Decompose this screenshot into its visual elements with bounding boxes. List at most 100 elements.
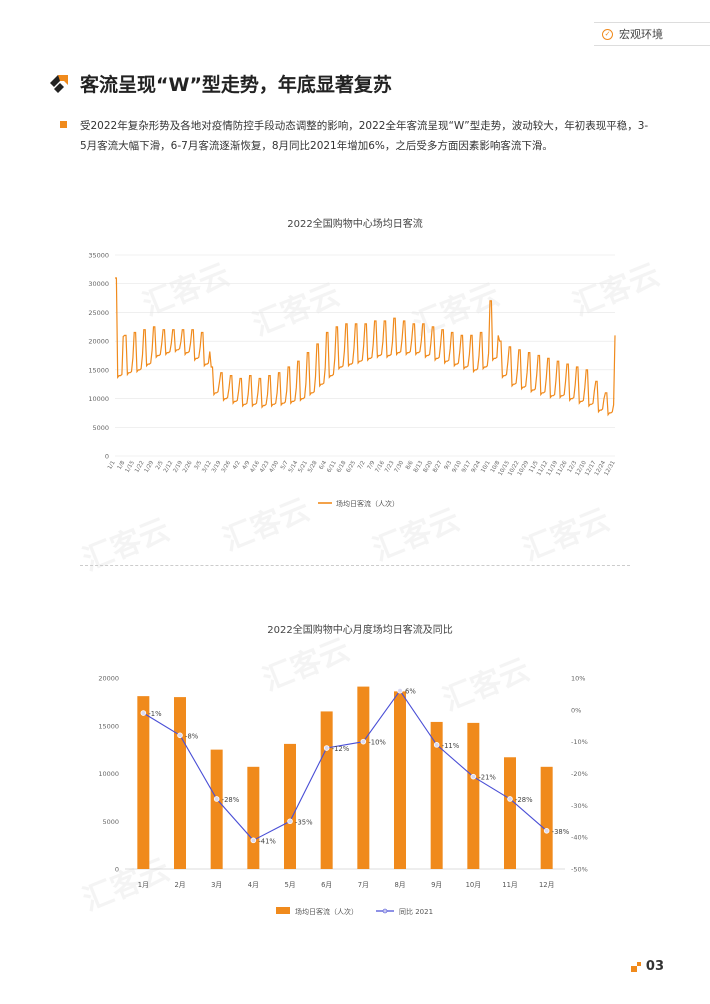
- compass-icon: ✓: [602, 28, 613, 40]
- x-tick-label: 12/3: [567, 460, 579, 474]
- x-tick-label: 7/30: [394, 460, 406, 474]
- x-tick-label: 5月: [284, 881, 295, 889]
- page-number-text: 03: [645, 959, 664, 974]
- x-tick-label: 6/18: [336, 460, 348, 474]
- x-tick-label: 2/19: [173, 460, 185, 474]
- yoy-point: [323, 745, 330, 751]
- y-tick-label: 0: [105, 453, 109, 461]
- yoy-point: [507, 796, 513, 802]
- x-tick-label: 4/23: [259, 460, 271, 474]
- monthly-bar: [247, 766, 260, 869]
- brand-arrow-icon: [50, 74, 68, 93]
- x-tick-label: 9/3: [444, 460, 454, 471]
- x-tick-label: 2/12: [163, 460, 174, 474]
- yoy-point: [213, 796, 220, 802]
- x-tick-label: 9/10: [451, 460, 463, 474]
- x-tick-label: 5/7: [280, 460, 290, 471]
- summary-paragraph: 受2022年复杂形势及各地对疫情防控手段动态调整的影响，2022全年客流呈现“W…: [60, 116, 650, 156]
- x-tick-label: 8/13: [413, 460, 425, 474]
- y-left-tick-label: 5000: [102, 818, 119, 826]
- y-tick-label: 5000: [92, 424, 109, 432]
- y-right-tick-label: 10%: [571, 675, 585, 683]
- x-tick-label: 3/12: [201, 460, 212, 474]
- x-tick-label: 9月: [431, 881, 442, 889]
- y-tick-label: 20000: [88, 338, 109, 346]
- monthly-bar: [174, 697, 186, 869]
- yoy-point: [397, 687, 403, 694]
- x-tick-label: 3/19: [211, 460, 223, 474]
- y-tick-label: 25000: [88, 309, 109, 317]
- y-right-tick-label: -40%: [571, 834, 588, 842]
- x-tick-label: 4/9: [242, 460, 252, 471]
- daily-traffic-line: [115, 277, 616, 417]
- monthly-traffic-chart: 2022全国购物中心月度场均日客流及同比 0 5000 10000 15000 2000…: [98, 623, 588, 916]
- y-right-tick-label: -10%: [571, 738, 588, 746]
- x-tick-label: 9/17: [461, 460, 473, 474]
- monthly-bar: [504, 757, 516, 869]
- x-tick-label: 1/15: [124, 460, 136, 474]
- yoy-label: -28%: [222, 796, 240, 804]
- x-tick-label: 2/26: [182, 460, 194, 474]
- chart2-legend-line-label: 同比 2021: [399, 907, 433, 916]
- page-title-row: 客流呈现“W”型走势，年底显著复苏: [48, 70, 392, 97]
- chart2-legend: 场均日客流（人次） 同比 2021: [276, 907, 433, 916]
- daily-traffic-chart: 2022全国购物中心场均日客流 0 5000 10000 15000 20000 2500…: [88, 217, 617, 508]
- x-tick-label: 8/6: [405, 460, 415, 471]
- x-tick-label: 4月: [248, 881, 259, 889]
- chart2-title: 2022全国购物中心月度场均日客流及同比: [267, 623, 452, 636]
- x-tick-label: 10月: [466, 881, 481, 889]
- y-right-tick-label: 0%: [571, 706, 581, 714]
- x-tick-label: 1/22: [134, 460, 145, 474]
- x-tick-label: 1月: [138, 881, 149, 889]
- yoy-point: [287, 818, 293, 825]
- x-tick-label: 7/16: [374, 460, 386, 474]
- yoy-label: -35%: [295, 818, 313, 826]
- x-tick-label: 11/5: [528, 460, 540, 474]
- x-tick-label: 1/8: [117, 460, 127, 471]
- yoy-line: [143, 689, 548, 841]
- x-tick-label: 12月: [539, 881, 554, 889]
- x-tick-label: 4/2: [232, 460, 242, 471]
- summary-text: 受2022年复杂形势及各地对疫情防控手段动态调整的影响，2022全年客流呈现“W…: [80, 120, 649, 152]
- x-tick-label: 5/14: [288, 460, 300, 474]
- x-tick-label: 2月: [174, 881, 185, 889]
- yoy-label: -1%: [148, 710, 162, 718]
- monthly-bar: [137, 696, 150, 869]
- y-tick-label: 30000: [88, 280, 109, 288]
- yoy-label: -12%: [332, 745, 350, 753]
- yoy-point: [177, 732, 183, 739]
- yoy-point: [250, 837, 257, 844]
- yoy-point: [470, 773, 477, 780]
- y-left-tick-label: 15000: [98, 722, 119, 730]
- yoy-label: -38%: [552, 828, 570, 836]
- yoy-label: -21%: [478, 774, 496, 782]
- yoy-label: -10%: [368, 739, 386, 747]
- page-title: 客流呈现“W”型走势，年底显著复苏: [80, 74, 392, 96]
- x-tick-label: 11月: [502, 881, 517, 889]
- yoy-point: [543, 828, 550, 834]
- monthly-bar: [210, 749, 223, 869]
- monthly-bar: [394, 691, 406, 869]
- x-tick-label: 5/21: [298, 460, 310, 474]
- x-tick-label: 10/1: [480, 460, 492, 474]
- x-tick-label: 7/2: [357, 460, 367, 471]
- x-tick-label: 8/20: [423, 460, 435, 474]
- x-tick-label: 3/26: [221, 460, 233, 474]
- monthly-bar: [467, 722, 480, 869]
- x-tick-label: 6/25: [346, 460, 358, 474]
- yoy-label: -8%: [185, 732, 199, 740]
- y-right-tick-label: -20%: [571, 770, 588, 778]
- monthly-bar: [430, 721, 443, 869]
- x-tick-label: 4/30: [269, 460, 281, 474]
- y-tick-label: 35000: [88, 252, 109, 260]
- x-tick-label: 6月: [321, 881, 332, 889]
- x-tick-label: 6/11: [326, 460, 338, 474]
- chart1-legend-label: 场均日客流（人次）: [336, 499, 399, 508]
- monthly-bar: [320, 711, 333, 869]
- x-tick-label: 1/29: [144, 460, 156, 474]
- yoy-label: -11%: [442, 742, 460, 750]
- monthly-bar: [540, 766, 553, 869]
- y-tick-label: 15000: [88, 366, 109, 374]
- x-tick-label: 3月: [211, 881, 222, 889]
- x-tick-label: 3/5: [194, 460, 204, 471]
